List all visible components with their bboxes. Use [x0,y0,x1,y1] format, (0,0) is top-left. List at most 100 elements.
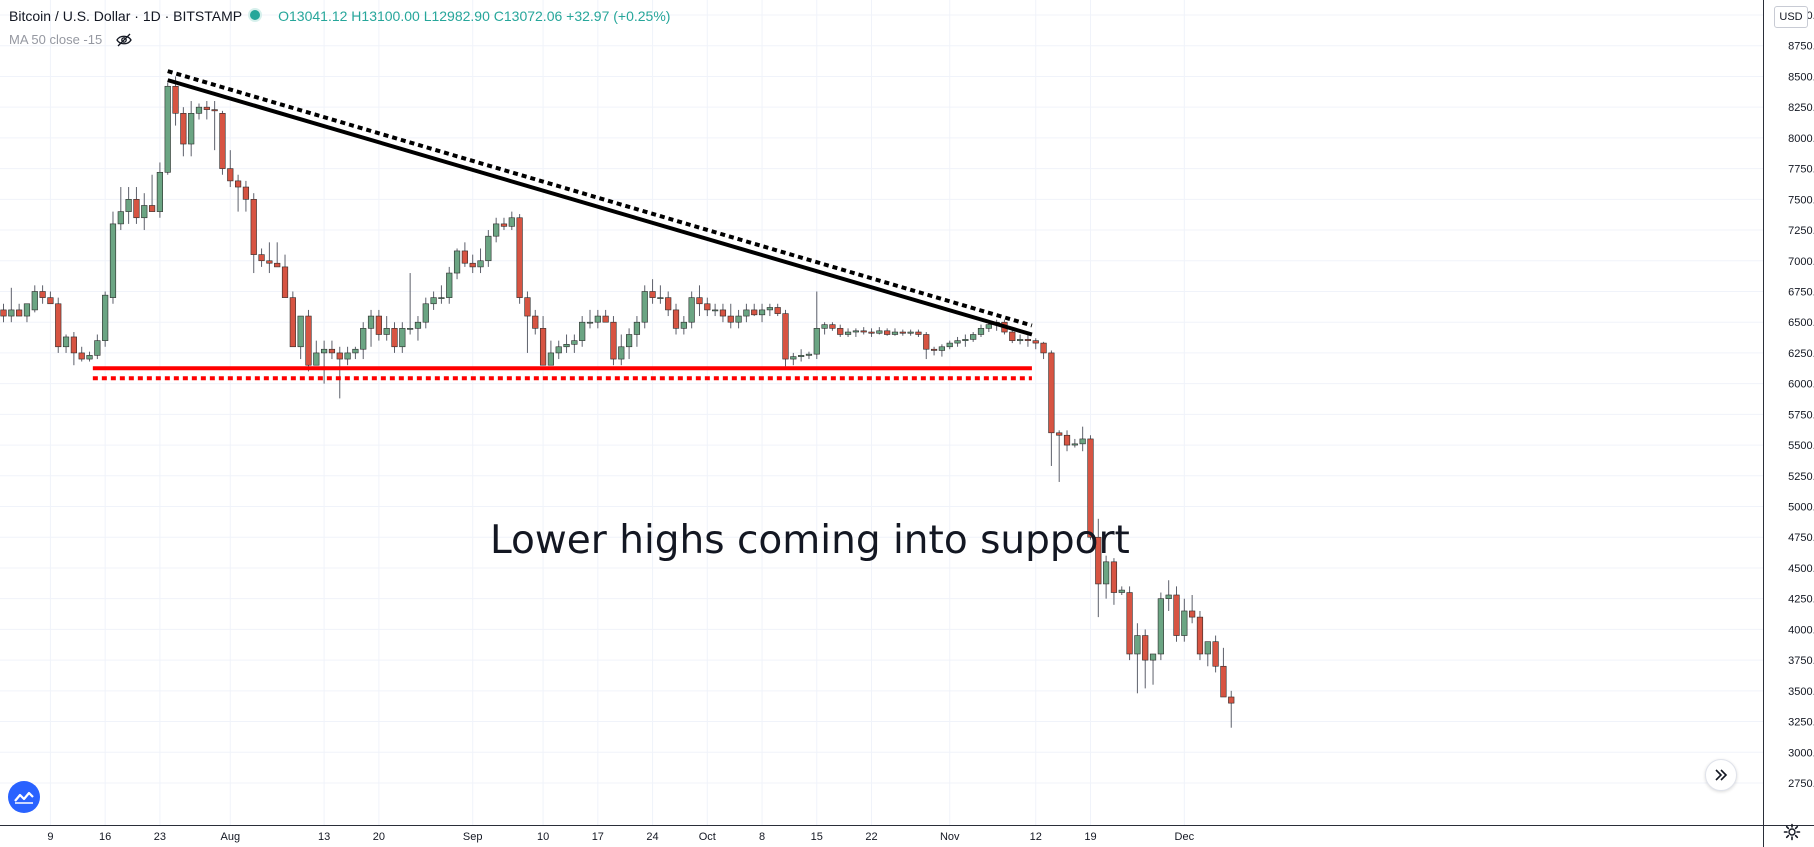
candle-up [407,273,414,335]
candle-body [500,223,508,227]
candle-body [633,321,641,335]
candle-body [258,254,265,262]
candle-body [625,334,633,348]
double-chevron-right-icon[interactable] [1705,759,1737,791]
candle-up [8,287,15,323]
candle-down [469,254,476,274]
candle-up [430,291,437,310]
chart-annotation[interactable]: Lower highs coming into support [490,518,1130,563]
candle-down [172,76,179,126]
candle-body [102,294,109,341]
candle-body [539,328,547,366]
candle-body [383,328,390,335]
candle-body [844,331,852,335]
candle-body [62,336,70,348]
candle-body [1016,339,1024,341]
candle-body [203,106,210,110]
candle-down [55,297,62,353]
candle-body [618,346,625,360]
candle-down [884,328,891,336]
candle-body [78,352,85,360]
candle-body [1149,653,1157,661]
candle-body [1173,594,1180,636]
candle-up [876,327,883,335]
candle-body [148,205,156,212]
candle-body [1220,665,1227,698]
candle-down [868,328,875,337]
candle-down [375,309,382,341]
candle-body [938,346,945,351]
candle-down [266,242,273,274]
candle-body [414,321,422,329]
candle-down [47,291,54,305]
candle-up [680,316,687,335]
indicator-label[interactable]: MA 50 close -15 [9,32,103,47]
candle-body [289,297,296,348]
candle-down [258,248,265,267]
candle-body [1079,438,1086,445]
candle-up [1149,653,1157,685]
candle-body [930,348,938,351]
market-status-icon [248,8,263,22]
candle-up [422,297,429,329]
candle-body [172,85,179,114]
candle-body [391,328,398,348]
candle-down [336,346,343,399]
candle-up [1165,580,1172,611]
candle-up [31,285,38,313]
candle-body [946,342,953,348]
candle-body [125,199,132,212]
candle-down [391,322,398,353]
candle-body [899,331,906,334]
currency-badge[interactable]: USD [1774,6,1808,28]
tradingview-logo-icon[interactable] [8,781,40,813]
candle-down [602,309,609,323]
candle-down [665,291,672,317]
candle-body [336,352,343,360]
candle-up [852,328,859,337]
candle-body [977,328,985,335]
candle-body [586,321,594,324]
candle-body [602,315,609,323]
candle-up [586,309,594,329]
candle-down [719,303,727,323]
candle-up [938,344,945,357]
candle-down [133,187,140,224]
candle-up [766,303,773,317]
candle-down [860,327,867,335]
eye-off-icon[interactable] [116,33,132,47]
y-tick-label: 8000.00 [1788,133,1814,145]
candle-up [360,322,367,360]
candle-up [907,329,914,336]
candle-down [1196,610,1204,661]
x-tick-label: 10 [537,831,549,843]
candle-body [297,315,304,348]
symbol-title[interactable]: Bitcoin / U.S. Dollar · 1D · BITSTAMP [9,8,243,24]
candle-up [821,322,828,335]
y-tick-label: 4750.00 [1788,532,1814,544]
y-tick-label: 5500.00 [1788,440,1814,452]
trendline [167,78,1033,337]
candle-body [1063,434,1071,446]
candle-up [743,303,750,323]
chart-grid [0,0,1763,825]
candle-body [1126,592,1133,655]
candle-body [352,348,359,354]
candle-up [962,334,969,347]
candle-body [1228,696,1235,704]
candle-up [399,322,406,353]
candle-body [469,262,476,268]
candle-body [970,334,977,340]
candle-down [328,340,336,360]
candle-body [907,331,914,334]
candle-body [516,217,523,298]
candle-up [86,351,93,362]
candle-down [1032,338,1039,350]
candle-down [250,193,257,274]
candle-up [571,334,578,353]
candle-up [805,351,813,360]
candle-body [55,303,62,348]
gear-icon[interactable] [1783,823,1801,841]
candle-down [1087,435,1094,540]
